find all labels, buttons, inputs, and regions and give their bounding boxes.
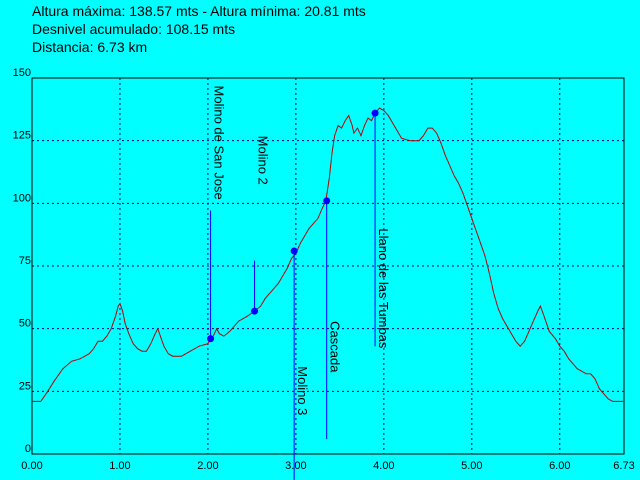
chart-header: Altura máxima: 138.57 mts - Altura mínim… bbox=[32, 2, 366, 56]
y-tick-label: 0 bbox=[25, 443, 31, 455]
y-tick-label: 75 bbox=[19, 255, 31, 267]
waypoint-marker bbox=[251, 307, 259, 315]
x-tick-label: 6.00 bbox=[549, 460, 570, 472]
waypoint-marker bbox=[290, 247, 298, 255]
waypoint-marker bbox=[207, 335, 215, 343]
x-tick-label: 0.00 bbox=[21, 460, 42, 472]
y-tick-label: 150 bbox=[13, 67, 31, 79]
waypoint: Llano de las Tumbas bbox=[371, 109, 391, 349]
waypoint-label: Molino 3 bbox=[295, 366, 310, 415]
x-tick-labels: 0.00 1.00 2.00 3.00 4.00 5.00 6.00 6.73 bbox=[21, 460, 634, 472]
waypoint-marker bbox=[371, 109, 379, 117]
y-tick-label: 100 bbox=[13, 192, 31, 204]
x-tick-label: 6.73 bbox=[613, 460, 634, 472]
waypoint: Molino 2 bbox=[251, 136, 271, 315]
cumulative-elevation-text: Desnivel acumulado: 108.15 mts bbox=[32, 21, 236, 37]
waypoint: Cascada bbox=[323, 197, 343, 440]
y-tick-label: 25 bbox=[19, 380, 31, 392]
waypoint-label: Llano de las Tumbas bbox=[376, 228, 391, 348]
elevation-profile-line bbox=[32, 107, 624, 402]
x-tick-label: 2.00 bbox=[197, 460, 218, 472]
waypoint-label: Cascada bbox=[328, 321, 343, 373]
waypoint: Molino 3 bbox=[290, 247, 310, 480]
waypoint-label: Molino de San Jose bbox=[212, 86, 227, 200]
waypoint: Molino de San Jose bbox=[207, 86, 227, 343]
distance-text: Distancia: 6.73 km bbox=[32, 39, 148, 55]
x-tick-label: 3.00 bbox=[285, 460, 306, 472]
waypoint-marker bbox=[323, 197, 331, 205]
waypoints: Molino de San Jose Molino 2 Molino 3 Cascad… bbox=[207, 86, 391, 480]
grid bbox=[32, 78, 624, 454]
y-tick-label: 50 bbox=[19, 318, 31, 330]
y-tick-label: 125 bbox=[13, 130, 31, 142]
plot-frame bbox=[31, 77, 625, 455]
waypoint-label: Molino 2 bbox=[256, 136, 271, 185]
x-tick-label: 4.00 bbox=[373, 460, 394, 472]
x-tick-label: 5.00 bbox=[461, 460, 482, 472]
altitude-range-text: Altura máxima: 138.57 mts - Altura mínim… bbox=[32, 3, 366, 19]
x-tick-label: 1.00 bbox=[109, 460, 130, 472]
y-tick-labels: 0 25 50 75 100 125 150 bbox=[13, 67, 31, 455]
